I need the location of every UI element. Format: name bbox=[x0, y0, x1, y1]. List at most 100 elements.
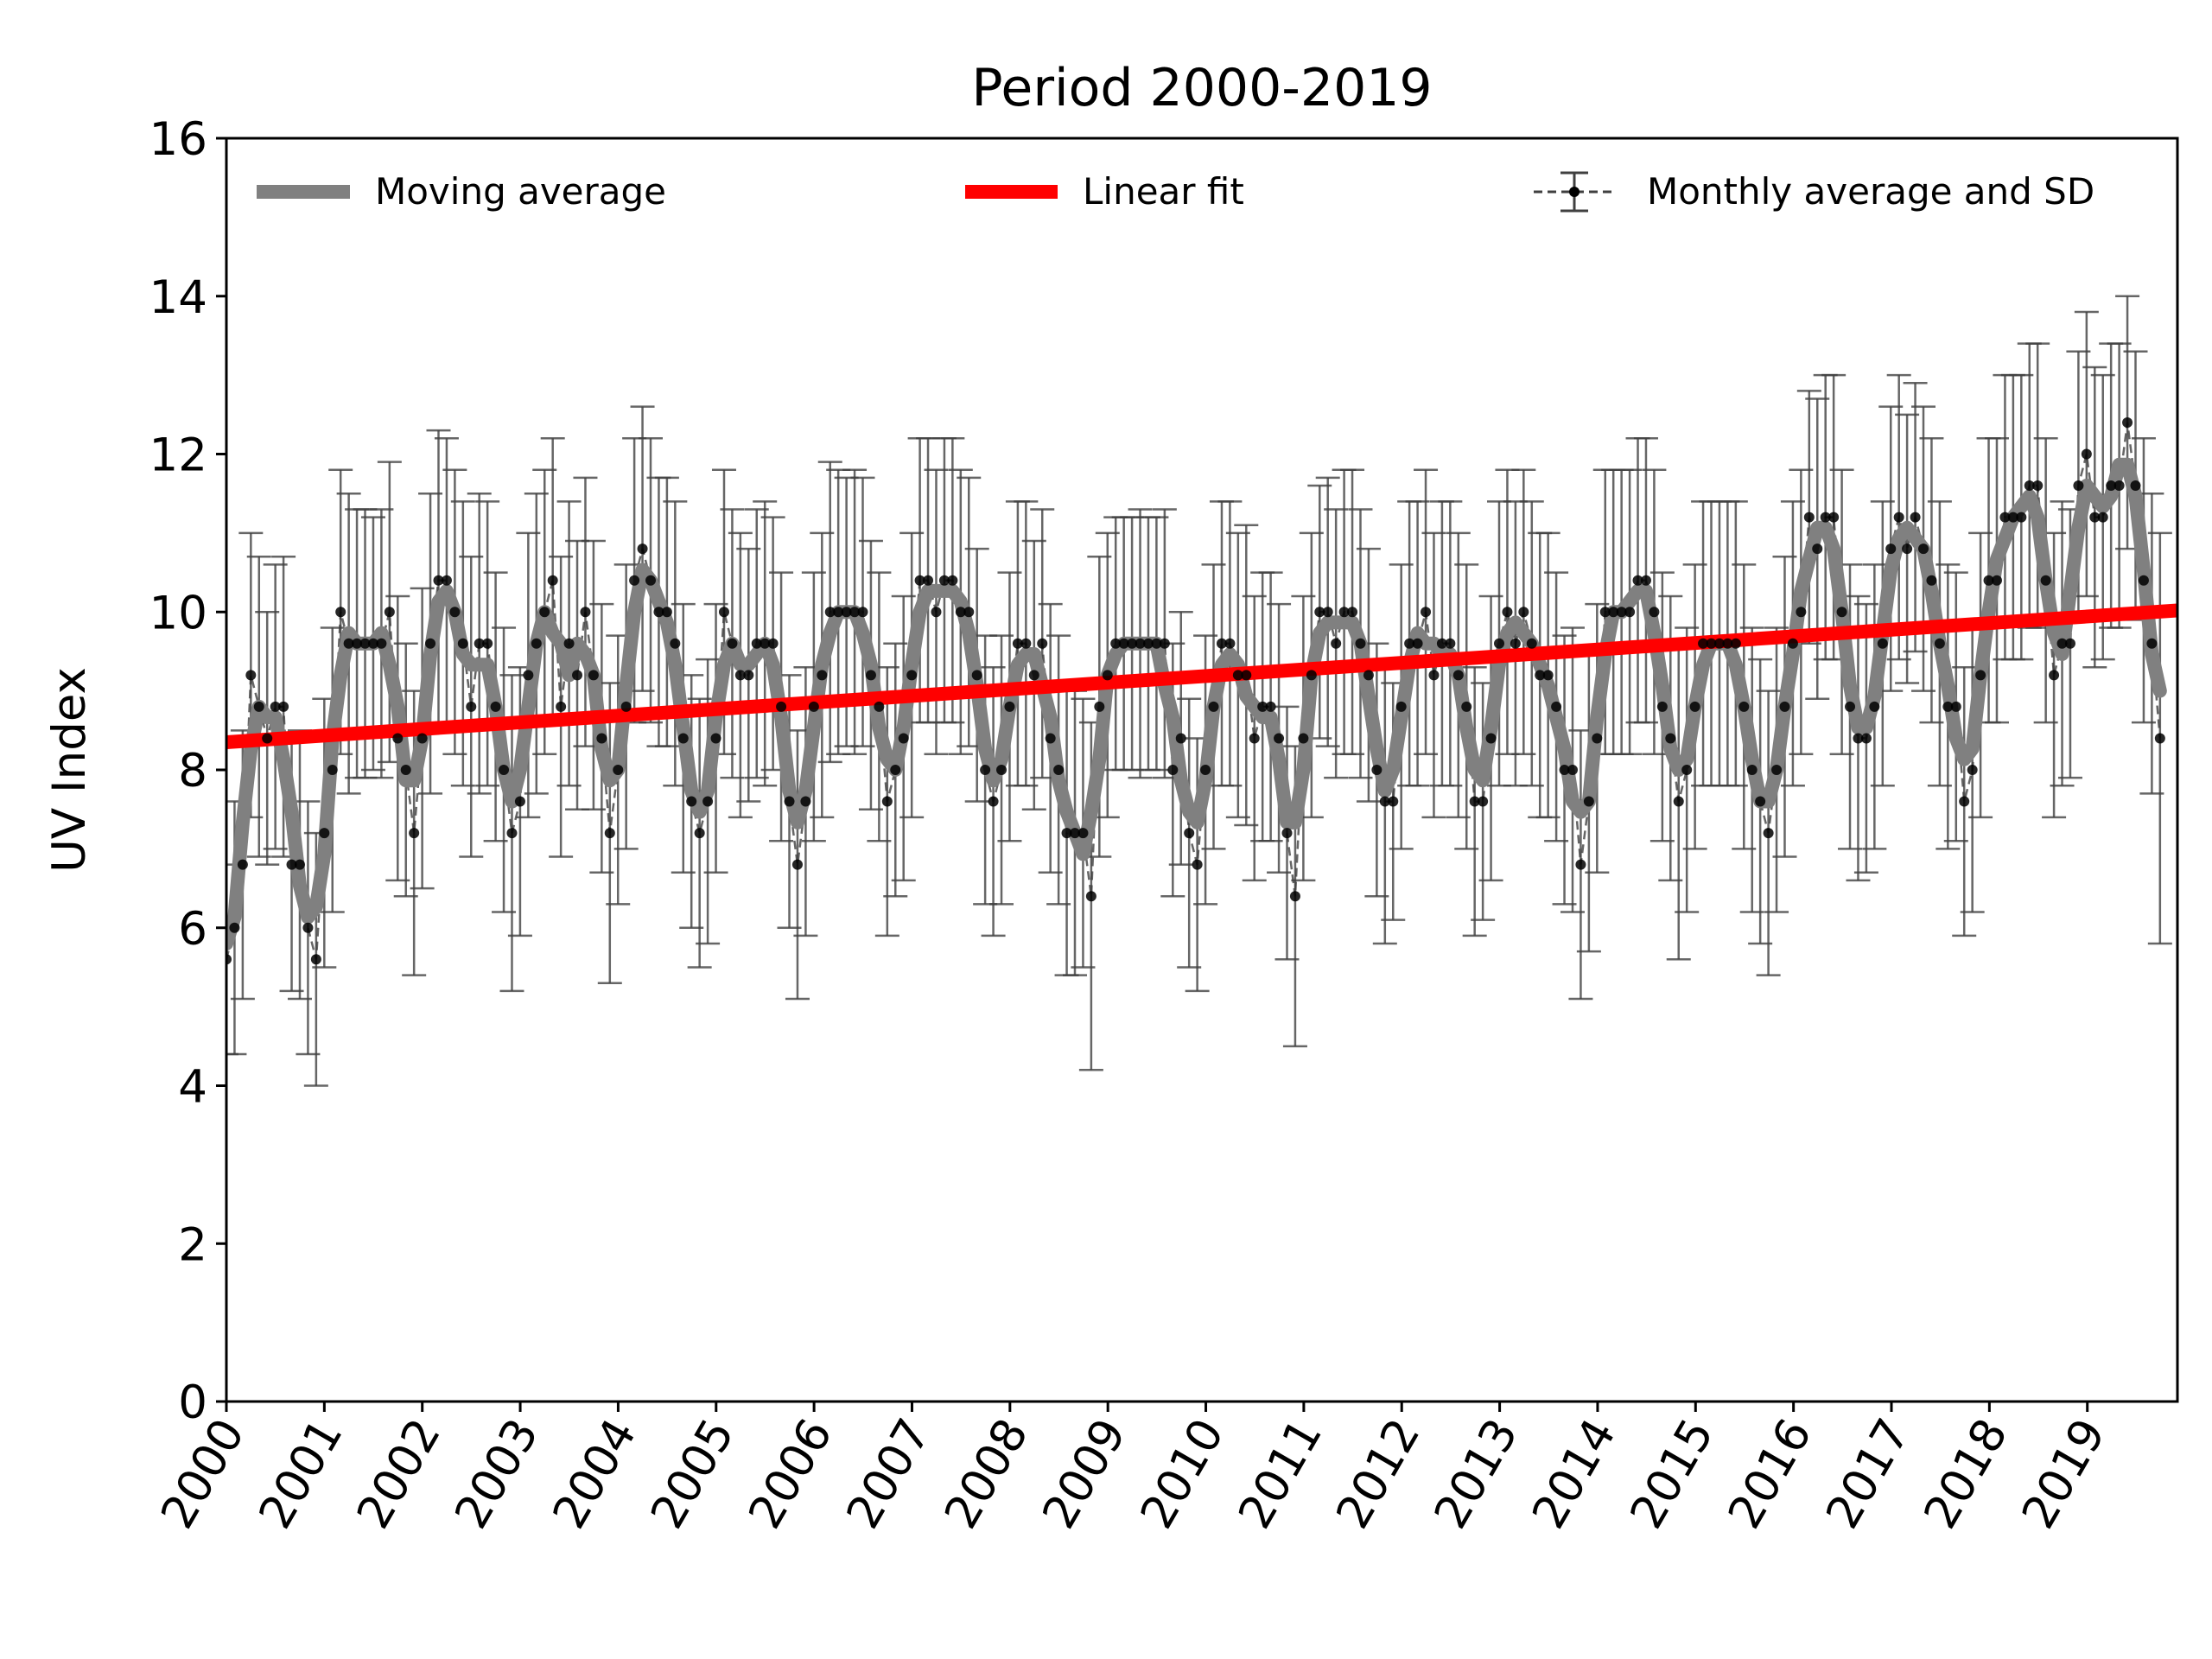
monthly-point bbox=[1518, 607, 1529, 618]
monthly-point bbox=[1159, 638, 1170, 649]
monthly-point bbox=[1012, 638, 1023, 649]
monthly-point bbox=[2056, 638, 2068, 649]
monthly-point bbox=[384, 607, 395, 618]
monthly-point bbox=[302, 922, 314, 933]
monthly-point bbox=[1910, 512, 1921, 523]
monthly-point bbox=[1746, 765, 1758, 775]
monthly-point bbox=[613, 765, 624, 775]
monthly-point bbox=[449, 607, 461, 618]
monthly-point bbox=[817, 670, 828, 681]
monthly-point bbox=[1665, 733, 1676, 744]
monthly-point bbox=[1257, 701, 1268, 712]
monthly-point bbox=[2089, 512, 2101, 523]
monthly-point bbox=[294, 859, 305, 870]
monthly-point bbox=[1902, 543, 1913, 555]
monthly-point bbox=[1592, 733, 1603, 744]
monthly-point bbox=[1542, 670, 1554, 681]
monthly-point bbox=[2016, 512, 2027, 523]
monthly-point bbox=[1640, 575, 1651, 586]
monthly-point bbox=[1608, 607, 1619, 618]
y-tick-label: 4 bbox=[178, 1061, 207, 1114]
monthly-point bbox=[1094, 701, 1105, 712]
monthly-point bbox=[1053, 765, 1065, 775]
monthly-point bbox=[1355, 638, 1366, 649]
legend-moving-average-label: Moving average bbox=[375, 170, 666, 213]
monthly-point bbox=[1338, 607, 1350, 618]
monthly-point bbox=[1983, 575, 1994, 586]
monthly-point bbox=[1395, 701, 1407, 712]
monthly-point bbox=[1249, 733, 1260, 744]
monthly-point bbox=[760, 638, 771, 649]
monthly-point bbox=[1632, 575, 1643, 586]
monthly-point bbox=[499, 765, 510, 775]
monthly-point bbox=[653, 607, 664, 618]
monthly-point bbox=[1412, 638, 1423, 649]
monthly-point bbox=[1331, 638, 1342, 649]
monthly-point bbox=[237, 859, 248, 870]
monthly-point bbox=[596, 733, 607, 744]
monthly-point bbox=[931, 607, 942, 618]
monthly-point bbox=[1428, 670, 1440, 681]
monthly-point bbox=[1388, 796, 1399, 807]
monthly-point bbox=[1404, 638, 1415, 649]
monthly-point bbox=[857, 607, 868, 618]
monthly-point bbox=[1363, 670, 1374, 681]
monthly-point bbox=[1551, 701, 1562, 712]
monthly-point bbox=[727, 638, 738, 649]
monthly-point bbox=[1755, 796, 1766, 807]
monthly-point bbox=[2040, 575, 2051, 586]
monthly-average-markers bbox=[226, 416, 2165, 965]
monthly-point bbox=[270, 701, 281, 712]
monthly-point bbox=[1485, 733, 1497, 744]
monthly-point bbox=[1045, 733, 1056, 744]
monthly-point bbox=[2064, 638, 2075, 649]
monthly-point bbox=[947, 575, 958, 586]
monthly-point bbox=[841, 607, 852, 618]
monthly-point bbox=[482, 638, 493, 649]
monthly-point bbox=[1698, 638, 1709, 649]
monthly-point bbox=[1918, 543, 1929, 555]
monthly-point bbox=[1167, 765, 1179, 775]
monthly-point bbox=[2024, 480, 2035, 492]
monthly-point bbox=[718, 607, 729, 618]
monthly-point bbox=[637, 543, 648, 555]
monthly-point bbox=[310, 954, 321, 965]
monthly-point bbox=[506, 828, 518, 839]
y-tick-label: 14 bbox=[149, 271, 207, 324]
monthly-point bbox=[425, 638, 436, 649]
monthly-point bbox=[1208, 701, 1219, 712]
monthly-point bbox=[849, 607, 861, 618]
monthly-point bbox=[604, 828, 615, 839]
monthly-point bbox=[1151, 638, 1162, 649]
monthly-point bbox=[1289, 891, 1300, 902]
monthly-point bbox=[1192, 859, 1203, 870]
monthly-point bbox=[1216, 638, 1227, 649]
monthly-point bbox=[1347, 607, 1358, 618]
monthly-point bbox=[2081, 448, 2092, 460]
monthly-point bbox=[1885, 543, 1897, 555]
monthly-point bbox=[963, 607, 975, 618]
monthly-point bbox=[670, 638, 681, 649]
monthly-point bbox=[1028, 670, 1039, 681]
monthly-point bbox=[923, 575, 934, 586]
monthly-point bbox=[1224, 638, 1236, 649]
monthly-point bbox=[1322, 607, 1333, 618]
plot-area bbox=[226, 295, 2177, 1087]
monthly-point bbox=[1713, 638, 1725, 649]
moving-average-line bbox=[226, 457, 2167, 950]
monthly-point bbox=[881, 796, 893, 807]
monthly-point bbox=[824, 607, 836, 618]
monthly-point bbox=[547, 575, 558, 586]
monthly-point bbox=[988, 796, 999, 807]
monthly-point bbox=[1796, 607, 1807, 618]
y-tick-label: 2 bbox=[178, 1218, 207, 1271]
monthly-point bbox=[1583, 796, 1594, 807]
monthly-point bbox=[531, 638, 542, 649]
monthly-point bbox=[1421, 607, 1432, 618]
monthly-point bbox=[1575, 859, 1586, 870]
monthly-point bbox=[938, 575, 950, 586]
monthly-point bbox=[1893, 512, 1904, 523]
monthly-point bbox=[1803, 512, 1815, 523]
monthly-point bbox=[327, 765, 338, 775]
